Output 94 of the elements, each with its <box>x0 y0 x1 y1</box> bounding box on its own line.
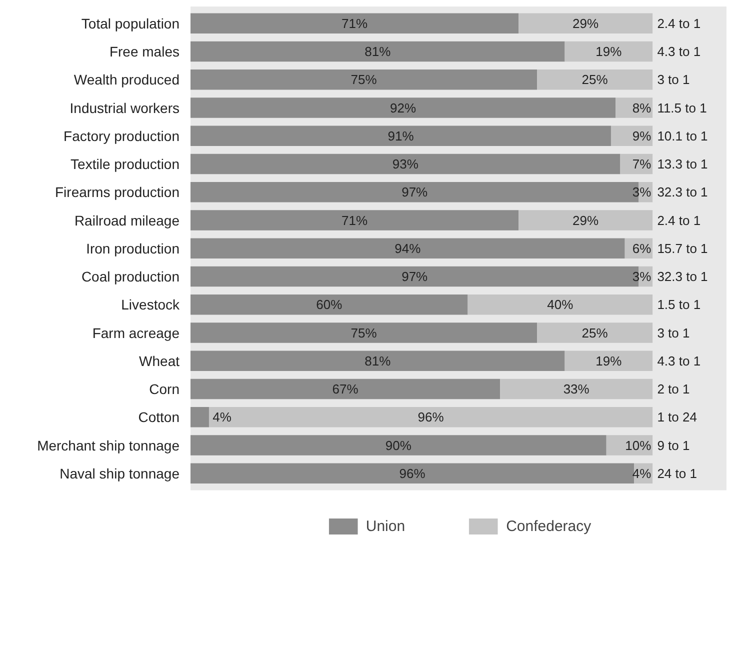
bar <box>564 350 653 371</box>
text: 24 to 1 <box>657 466 697 481</box>
bar <box>190 435 606 456</box>
data-label: 81% <box>364 44 392 59</box>
data-label: 97% <box>402 184 428 200</box>
y-tick-label: Livestock <box>121 296 180 313</box>
text: 32.3 to 1 <box>657 184 708 200</box>
bar <box>564 41 653 62</box>
data-label: 67% <box>332 382 359 396</box>
data-label: 25% <box>582 325 608 340</box>
bar <box>190 126 611 146</box>
bar <box>190 378 500 400</box>
data-label: 4% <box>212 410 232 425</box>
y-tick-label: Industrial workers <box>70 100 180 116</box>
data-label: 25% <box>582 72 608 88</box>
data-label: 96% <box>399 466 426 481</box>
bar <box>190 294 468 315</box>
data-label: 7% <box>632 156 652 172</box>
data-label: 60% <box>316 297 343 312</box>
y-tick-label: Wheat <box>139 352 180 369</box>
bar <box>190 463 634 484</box>
data-label: 40% <box>547 297 574 312</box>
y-tick-label: Wealth produced <box>74 72 180 88</box>
text: 10.1 to 1 <box>657 128 708 144</box>
data-label: 75% <box>350 325 378 340</box>
bar <box>208 407 653 428</box>
data-label: 92% <box>390 100 416 116</box>
y-tick-label: Factory production <box>64 128 180 144</box>
data-label: 8% <box>632 100 652 116</box>
y-tick-label: Firearms production <box>55 184 180 200</box>
text: 15.7 to 1 <box>657 240 708 256</box>
bar <box>537 70 653 90</box>
text: 13.3 to 1 <box>657 156 708 172</box>
bar <box>190 407 209 428</box>
bar <box>190 322 538 343</box>
data-label: 96% <box>418 410 444 425</box>
y-tick-label: Corn <box>149 381 180 397</box>
data-label: 29% <box>572 16 600 31</box>
bar <box>190 210 519 230</box>
data-label: 3% <box>632 184 652 200</box>
text: 3 to 1 <box>657 325 690 340</box>
bar <box>190 70 538 90</box>
data-label: 94% <box>394 240 422 256</box>
data-label: 75% <box>350 72 378 88</box>
text: 1.5 to 1 <box>657 297 701 312</box>
bar <box>500 378 653 400</box>
data-label: 4% <box>632 466 652 481</box>
data-label: 10% <box>625 438 652 453</box>
data-label: 93% <box>392 156 419 172</box>
data-label: 71% <box>342 16 368 31</box>
data-label: 29% <box>572 212 600 228</box>
data-label: 6% <box>632 240 652 256</box>
data-label: 97% <box>402 269 428 284</box>
bar <box>190 98 616 118</box>
text: 2 to 1 <box>657 382 690 396</box>
data-label: 19% <box>596 353 622 368</box>
legend-label: Union <box>366 518 406 534</box>
text: 2.4 to 1 <box>657 212 701 228</box>
y-tick-label: Textile production <box>70 156 180 172</box>
bar <box>518 210 653 230</box>
y-tick-label: Cotton <box>138 409 180 426</box>
data-label: 3% <box>632 269 652 284</box>
text: 1 to 24 <box>657 410 697 425</box>
bar <box>190 350 565 371</box>
data-label: 81% <box>364 353 392 368</box>
y-tick-label: Free males <box>109 44 180 60</box>
text: 9 to 1 <box>657 438 690 453</box>
text: 4.3 to 1 <box>657 44 701 59</box>
bar <box>518 13 653 34</box>
text: 4.3 to 1 <box>657 353 701 368</box>
bar <box>190 41 565 62</box>
y-tick-label: Iron production <box>86 240 180 256</box>
text: 2.4 to 1 <box>657 16 701 31</box>
y-tick-label: Total population <box>81 15 180 32</box>
data-label: 33% <box>563 382 590 396</box>
text: 3 to 1 <box>657 72 690 88</box>
data-label: 91% <box>388 128 414 144</box>
bar <box>190 154 620 174</box>
bar <box>468 294 653 315</box>
data-label: 19% <box>596 44 622 59</box>
y-tick-label: Railroad mileage <box>74 212 180 228</box>
data-label: 90% <box>385 438 412 453</box>
text: 32.3 to 1 <box>657 269 708 284</box>
y-tick-label: Coal production <box>81 268 180 284</box>
bar <box>537 322 653 343</box>
y-tick-label: Farm acreage <box>92 324 180 341</box>
y-tick-label: Merchant ship tonnage <box>37 437 180 454</box>
legend-label: Confederacy <box>506 518 592 534</box>
data-label: 9% <box>632 128 652 144</box>
y-tick-label: Naval ship tonnage <box>60 465 180 482</box>
bar <box>190 238 625 258</box>
text: 11.5 to 1 <box>657 100 707 116</box>
bar <box>190 13 519 34</box>
data-label: 71% <box>342 212 368 228</box>
